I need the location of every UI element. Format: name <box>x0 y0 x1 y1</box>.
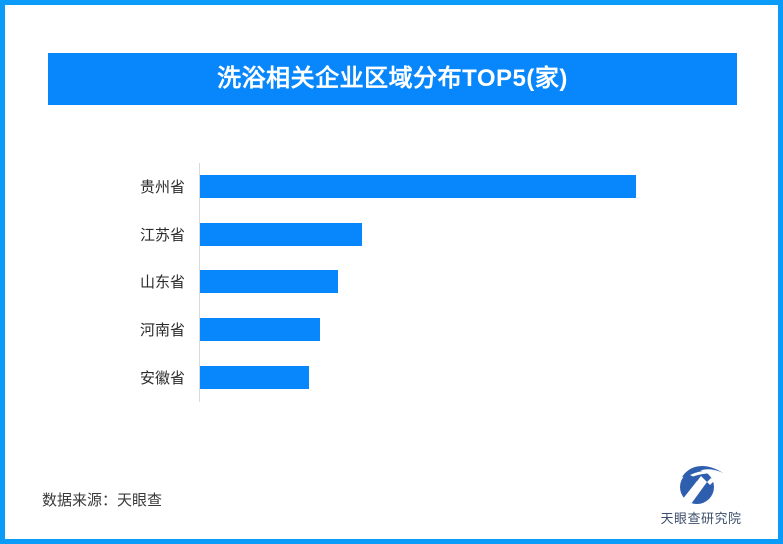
bar-row: 贵州省 <box>42 163 702 211</box>
bar <box>200 175 636 199</box>
category-label: 贵州省 <box>139 179 185 197</box>
category-label: 江苏省 <box>139 226 185 244</box>
bar <box>200 222 362 246</box>
bar-row: 江苏省 <box>42 211 702 259</box>
bar <box>200 318 320 342</box>
tianyancha-logo: 天眼查研究院 <box>653 463 749 527</box>
tianyancha-eye-icon <box>678 466 723 506</box>
category-label: 山东省 <box>139 274 185 292</box>
bar-row: 河南省 <box>42 306 702 354</box>
bar <box>200 365 309 389</box>
data-source-note: 数据来源：天眼查 <box>42 492 163 509</box>
category-label: 安徽省 <box>139 369 185 387</box>
category-label: 河南省 <box>139 322 185 340</box>
bar-row: 安徽省 <box>42 353 702 401</box>
chart-title-banner: 洗浴相关企业区域分布TOP5(家) <box>48 53 737 105</box>
bar <box>200 270 338 294</box>
y-axis-line <box>199 163 200 402</box>
bar-chart: 贵州省江苏省山东省河南省安徽省 <box>42 163 702 401</box>
tianyancha-logo-label: 天眼查研究院 <box>660 511 742 526</box>
bar-row: 山东省 <box>42 258 702 306</box>
